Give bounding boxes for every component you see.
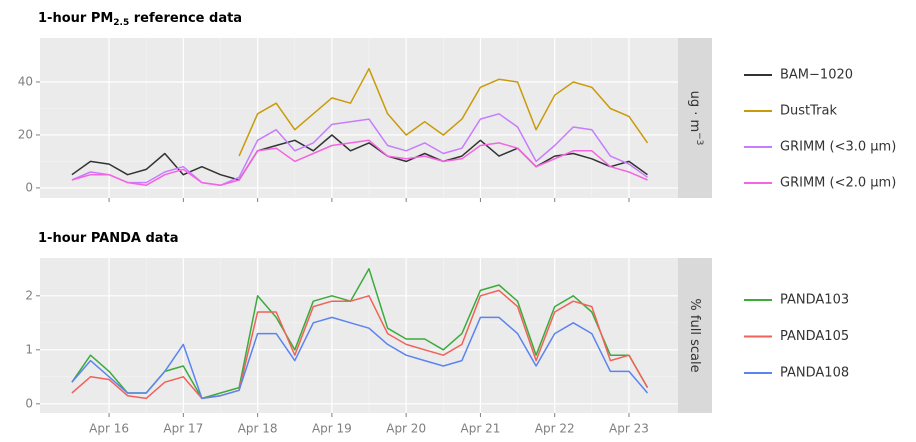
legend-label: PANDA105	[780, 329, 849, 344]
title-part: 2.5	[113, 18, 129, 28]
series-line	[71, 268, 649, 400]
strip-label-part: −3	[695, 132, 705, 145]
panel-background	[40, 38, 678, 198]
x-tick-label: Apr 16	[89, 422, 129, 436]
title-part: 1-hour PANDA data	[38, 231, 179, 246]
legend-label: BAM−1020	[780, 68, 853, 83]
x-tick-label: Apr 23	[609, 422, 649, 436]
series-line	[71, 134, 648, 181]
panel-title: 1-hour PM2.5 reference data	[38, 11, 242, 28]
y-tick-label: 0	[25, 180, 33, 194]
series-line	[238, 67, 649, 157]
y-tick-label: 40	[18, 74, 33, 88]
title-part: reference data	[129, 11, 242, 26]
legend-label: GRIMM (<3.0 µm)	[780, 140, 896, 155]
series-line	[71, 316, 649, 400]
x-tick-label: Apr 19	[312, 422, 352, 436]
series-line	[71, 139, 648, 187]
x-tick-label: Apr 22	[535, 422, 575, 436]
x-tick-label: Apr 20	[386, 422, 426, 436]
title-part: 1-hour PM	[38, 11, 113, 26]
series-line	[71, 289, 649, 400]
x-tick-label: Apr 17	[163, 422, 203, 436]
strip-label: ug · m−3	[688, 91, 705, 146]
x-tick-label: Apr 18	[238, 422, 278, 436]
strip	[678, 258, 712, 413]
y-tick-label: 0	[25, 396, 33, 410]
x-tick-label: Apr 21	[461, 422, 501, 436]
y-tick-label: 1	[25, 342, 33, 356]
legend-label: PANDA103	[780, 293, 849, 308]
legend-label: GRIMM (<2.0 µm)	[780, 176, 896, 191]
panel-background	[40, 258, 678, 413]
y-tick-label: 20	[18, 127, 33, 141]
strip-label-part: % full scale	[688, 298, 703, 372]
legend-label: DustTrak	[780, 104, 837, 119]
series-line	[71, 113, 648, 187]
strip	[678, 38, 712, 198]
strip-label: % full scale	[688, 298, 703, 372]
y-tick-label: 2	[25, 288, 33, 302]
legend-label: PANDA108	[780, 366, 849, 381]
strip-label-part: ug · m	[688, 91, 703, 133]
panel-title: 1-hour PANDA data	[38, 231, 179, 246]
